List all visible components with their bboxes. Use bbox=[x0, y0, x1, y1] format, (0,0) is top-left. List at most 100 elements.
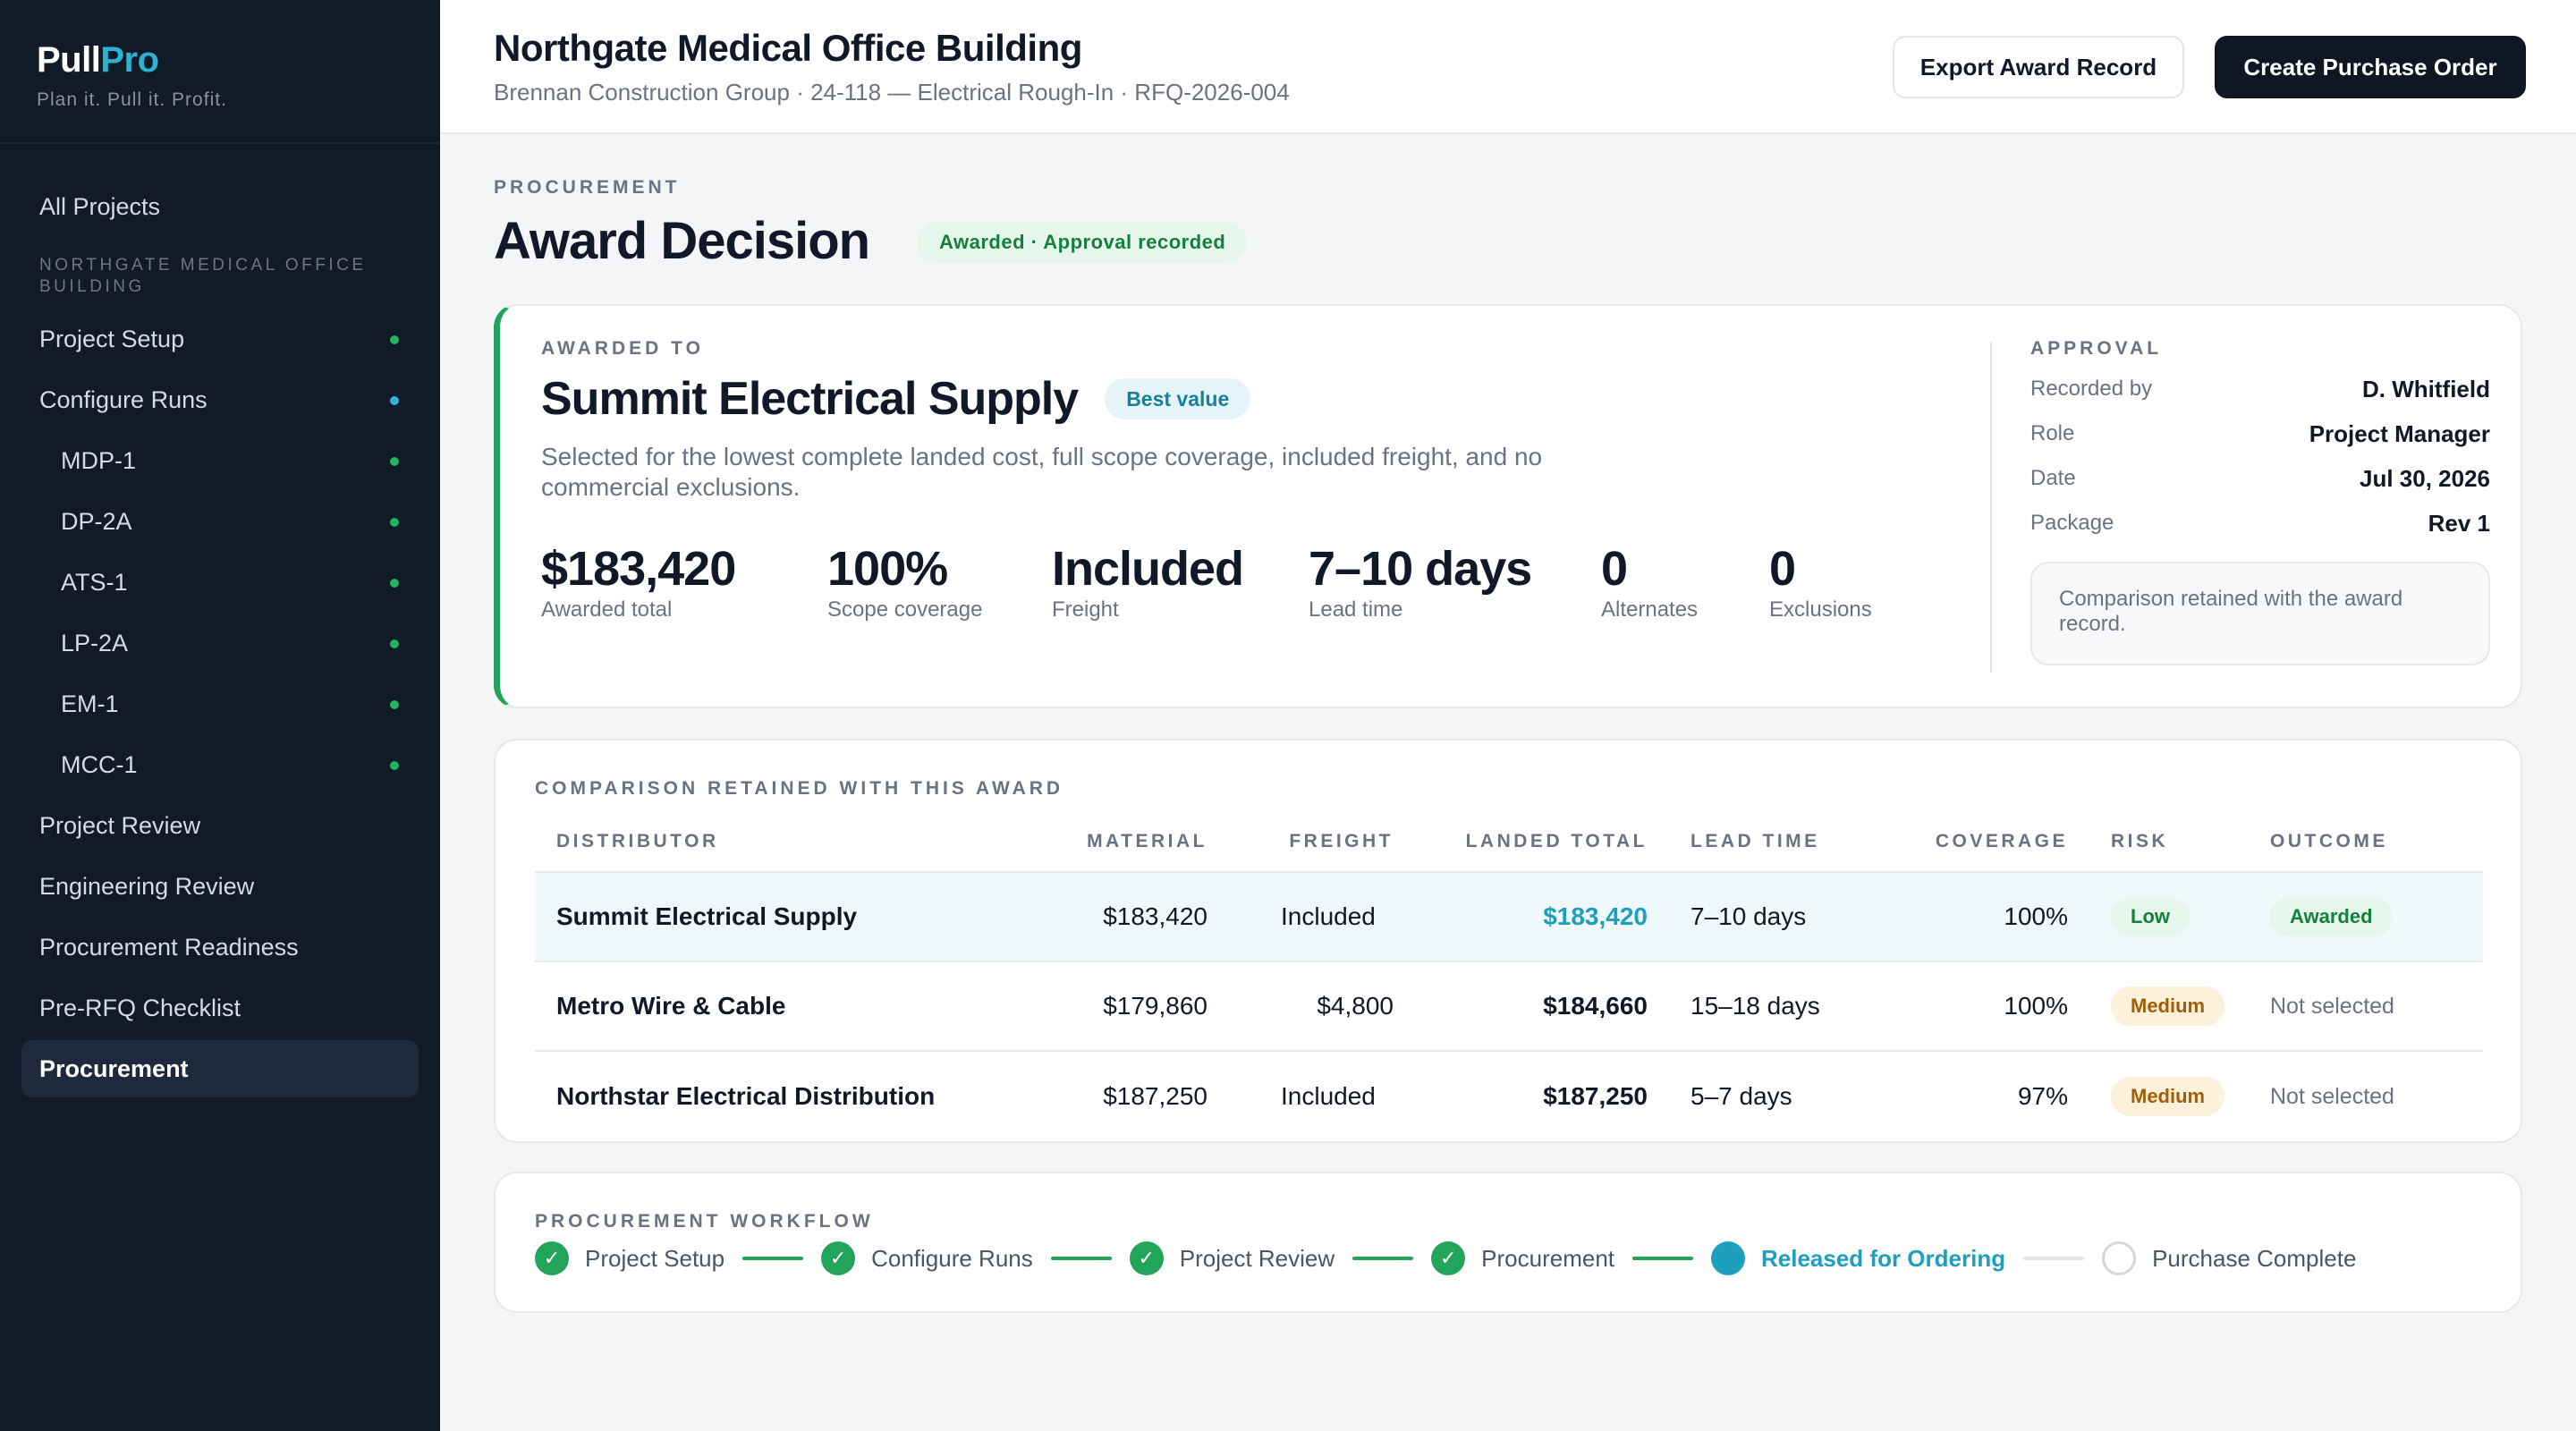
cell-lead-time: 5–7 days bbox=[1690, 1082, 1792, 1110]
sidebar-item-label: Configure Runs bbox=[39, 385, 208, 413]
cell-landed-total: $187,250 bbox=[1543, 1082, 1648, 1110]
create-purchase-order-button[interactable]: Create Purchase Order bbox=[2215, 36, 2526, 98]
award-card: AWARDED TO Summit Electrical Supply Best… bbox=[494, 304, 2522, 708]
column-header-lead-time: LEAD TIME bbox=[1690, 831, 1820, 851]
metric-exclusions: 0 Exclusions bbox=[1769, 542, 1930, 622]
best-value-badge: Best value bbox=[1105, 378, 1251, 419]
cell-distributor: Summit Electrical Supply bbox=[556, 902, 858, 930]
approval-role: Role Project Manager bbox=[2030, 411, 2490, 456]
cell-freight: Included bbox=[1281, 1082, 1376, 1110]
step-label: Project Review bbox=[1179, 1244, 1335, 1272]
cell-outcome: Not selected bbox=[2270, 993, 2394, 1019]
step-label: Configure Runs bbox=[871, 1244, 1033, 1272]
sidebar-item-configure-runs[interactable]: Configure Runs bbox=[21, 371, 419, 428]
sidebar-item-lp-2a[interactable]: LP-2A bbox=[21, 614, 419, 672]
sidebar-item-em-1[interactable]: EM-1 bbox=[21, 675, 419, 732]
workflow-stepper: ✓ Project Setup ✓ Configure Runs ✓ Proje… bbox=[535, 1240, 2356, 1277]
pending-step-icon bbox=[2102, 1241, 2137, 1275]
step-connector bbox=[1632, 1257, 1693, 1260]
sidebar-item-dp-2a[interactable]: DP-2A bbox=[21, 493, 419, 550]
sidebar-item-label: ATS-1 bbox=[61, 568, 128, 596]
workflow-card: PROCUREMENT WORKFLOW ✓ Project Setup ✓ C… bbox=[494, 1172, 2522, 1313]
cell-distributor: Metro Wire & Cable bbox=[556, 992, 786, 1020]
metric-label: Lead time bbox=[1309, 597, 1403, 622]
comparison-table: DISTRIBUTOR MATERIAL FREIGHT LANDED TOTA… bbox=[535, 812, 2483, 1141]
main-content: PROCUREMENT Award Decision Awarded · App… bbox=[440, 134, 2576, 1431]
cell-material: $187,250 bbox=[1103, 1082, 1208, 1110]
column-header-risk: RISK bbox=[2111, 831, 2169, 851]
metric-scope-coverage: 100% Scope coverage bbox=[827, 542, 1052, 622]
cell-material: $183,420 bbox=[1103, 902, 1208, 930]
table-row[interactable]: Summit Electrical Supply $183,420 Includ… bbox=[535, 873, 2483, 962]
workflow-step-procurement[interactable]: ✓ Procurement bbox=[1431, 1241, 1614, 1275]
workflow-step-purchase-complete[interactable]: Purchase Complete bbox=[2102, 1241, 2356, 1275]
table-row[interactable]: Metro Wire & Cable $179,860 $4,800 $184,… bbox=[535, 962, 2483, 1052]
sidebar-item-label: Procurement Readiness bbox=[39, 933, 299, 961]
cell-lead-time: 7–10 days bbox=[1690, 902, 1807, 930]
sidebar-item-label: Procurement bbox=[39, 1054, 189, 1082]
cell-landed-total: $184,660 bbox=[1543, 992, 1648, 1020]
status-dot-complete bbox=[390, 700, 399, 709]
cell-coverage: 100% bbox=[2004, 992, 2068, 1020]
award-summary: AWARDED TO Summit Electrical Supply Best… bbox=[541, 338, 1972, 622]
status-dot-complete bbox=[390, 579, 399, 588]
sidebar-item-mdp-1[interactable]: MDP-1 bbox=[21, 432, 419, 489]
risk-badge-low: Low bbox=[2111, 897, 2190, 936]
logo[interactable]: PullPro bbox=[37, 39, 440, 80]
column-header-material: MATERIAL bbox=[1087, 831, 1208, 851]
sidebar-item-label: EM-1 bbox=[61, 690, 119, 717]
metric-freight: Included Freight bbox=[1052, 542, 1309, 622]
approval-date: Date Jul 30, 2026 bbox=[2030, 456, 2490, 501]
cell-risk: Low bbox=[2068, 897, 2270, 936]
export-award-record-button[interactable]: Export Award Record bbox=[1893, 36, 2184, 98]
cell-freight: Included bbox=[1281, 902, 1376, 930]
page-eyebrow: PROCUREMENT bbox=[494, 177, 681, 198]
sidebar-nav: All Projects NORTHGATE MEDICAL OFFICE BU… bbox=[0, 144, 440, 1097]
workflow-step-project-setup[interactable]: ✓ Project Setup bbox=[535, 1241, 724, 1275]
current-step-icon bbox=[1711, 1241, 1745, 1275]
sidebar: PullPro Plan it. Pull it. Profit. All Pr… bbox=[0, 0, 440, 1431]
sidebar-item-mcc-1[interactable]: MCC-1 bbox=[21, 736, 419, 793]
sidebar-item-procurement-readiness[interactable]: Procurement Readiness bbox=[21, 919, 419, 976]
sidebar-item-procurement[interactable]: Procurement bbox=[21, 1040, 419, 1097]
sidebar-item-label: Project Review bbox=[39, 811, 201, 839]
workflow-step-configure-runs[interactable]: ✓ Configure Runs bbox=[821, 1241, 1033, 1275]
approval-key: Role bbox=[2030, 421, 2075, 445]
approval-value: Jul 30, 2026 bbox=[2360, 464, 2490, 492]
table-row[interactable]: Northstar Electrical Distribution $187,2… bbox=[535, 1052, 2483, 1141]
workflow-step-project-review[interactable]: ✓ Project Review bbox=[1129, 1241, 1335, 1275]
cell-risk: Medium bbox=[2068, 986, 2270, 1026]
sidebar-item-label: LP-2A bbox=[61, 629, 129, 656]
sidebar-item-label: All Projects bbox=[39, 192, 161, 220]
sidebar-item-project-review[interactable]: Project Review bbox=[21, 797, 419, 854]
sidebar-item-engineering-review[interactable]: Engineering Review bbox=[21, 858, 419, 915]
step-label: Project Setup bbox=[585, 1244, 725, 1272]
metric-value: 100% bbox=[827, 542, 948, 596]
cell-coverage: 97% bbox=[2017, 1082, 2068, 1110]
column-header-distributor: DISTRIBUTOR bbox=[556, 831, 719, 851]
sidebar-item-project-setup[interactable]: Project Setup bbox=[21, 310, 419, 368]
step-label: Purchase Complete bbox=[2152, 1244, 2357, 1272]
workflow-step-released-for-ordering[interactable]: Released for Ordering bbox=[1711, 1241, 2005, 1275]
award-metrics: $183,420 Awarded total 100% Scope covera… bbox=[541, 542, 1972, 622]
column-header-landed-total: LANDED TOTAL bbox=[1465, 831, 1648, 851]
sidebar-item-all-projects[interactable]: All Projects bbox=[21, 178, 419, 235]
metric-label: Scope coverage bbox=[827, 597, 983, 622]
metric-label: Freight bbox=[1052, 597, 1119, 622]
sidebar-item-pre-rfq-checklist[interactable]: Pre-RFQ Checklist bbox=[21, 979, 419, 1037]
step-connector bbox=[742, 1257, 804, 1260]
cell-lead-time: 15–18 days bbox=[1690, 992, 1820, 1020]
cell-risk: Medium bbox=[2068, 1077, 2270, 1116]
cell-outcome: Awarded bbox=[2270, 897, 2483, 936]
sidebar-item-ats-1[interactable]: ATS-1 bbox=[21, 554, 419, 611]
metric-value: $183,420 bbox=[541, 542, 736, 596]
brand: PullPro Plan it. Pull it. Profit. bbox=[0, 0, 440, 144]
status-dot-complete bbox=[390, 518, 399, 527]
outcome-badge-awarded: Awarded bbox=[2270, 897, 2393, 936]
metric-value: 7–10 days bbox=[1309, 542, 1532, 596]
approval-value: Project Manager bbox=[2309, 419, 2490, 447]
risk-badge-medium: Medium bbox=[2111, 986, 2225, 1026]
metric-awarded-total: $183,420 Awarded total bbox=[541, 542, 827, 622]
awarded-to-label: AWARDED TO bbox=[541, 338, 704, 359]
comparison-label: COMPARISON RETAINED WITH THIS AWARD bbox=[535, 778, 1064, 799]
